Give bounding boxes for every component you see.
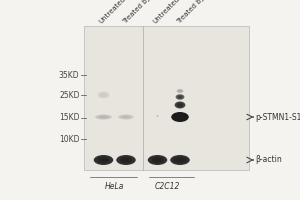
- Ellipse shape: [177, 95, 183, 99]
- Ellipse shape: [177, 115, 183, 119]
- Ellipse shape: [170, 155, 190, 165]
- Text: Treated by nocodazole: Treated by nocodazole: [122, 0, 182, 25]
- Ellipse shape: [177, 89, 183, 93]
- Ellipse shape: [120, 157, 132, 163]
- Text: Untreated: Untreated: [98, 0, 127, 25]
- Ellipse shape: [123, 116, 129, 118]
- Text: HeLa: HeLa: [105, 182, 124, 191]
- Text: Untreated: Untreated: [152, 0, 181, 25]
- Text: Treated by nocodazole: Treated by nocodazole: [176, 0, 236, 25]
- Ellipse shape: [175, 102, 185, 108]
- Ellipse shape: [174, 157, 186, 163]
- Ellipse shape: [174, 114, 186, 120]
- Text: C2C12: C2C12: [155, 182, 180, 191]
- Text: β-actin: β-actin: [255, 156, 282, 164]
- Ellipse shape: [100, 116, 106, 118]
- Ellipse shape: [97, 157, 110, 163]
- Ellipse shape: [177, 158, 183, 162]
- Text: 25KD: 25KD: [59, 90, 80, 99]
- Ellipse shape: [101, 94, 106, 96]
- Ellipse shape: [116, 155, 136, 165]
- Ellipse shape: [98, 115, 109, 119]
- Ellipse shape: [95, 114, 112, 119]
- Ellipse shape: [121, 115, 131, 119]
- Ellipse shape: [178, 96, 182, 98]
- Ellipse shape: [118, 114, 134, 119]
- Text: p-STMN1-S16: p-STMN1-S16: [255, 112, 300, 121]
- Ellipse shape: [176, 103, 184, 107]
- Ellipse shape: [123, 158, 129, 162]
- Ellipse shape: [100, 93, 107, 97]
- Ellipse shape: [179, 90, 181, 92]
- Ellipse shape: [94, 155, 113, 165]
- Ellipse shape: [178, 90, 182, 92]
- Text: 15KD: 15KD: [59, 114, 80, 122]
- Text: 35KD: 35KD: [59, 71, 80, 79]
- Ellipse shape: [178, 104, 182, 106]
- Bar: [84, 26, 249, 170]
- Ellipse shape: [171, 112, 189, 122]
- Ellipse shape: [98, 92, 109, 98]
- Text: 10KD: 10KD: [59, 134, 80, 144]
- Ellipse shape: [176, 94, 184, 100]
- Ellipse shape: [156, 115, 159, 117]
- Ellipse shape: [154, 158, 161, 162]
- Ellipse shape: [157, 115, 158, 117]
- Ellipse shape: [148, 155, 167, 165]
- Ellipse shape: [151, 157, 164, 163]
- Ellipse shape: [100, 158, 107, 162]
